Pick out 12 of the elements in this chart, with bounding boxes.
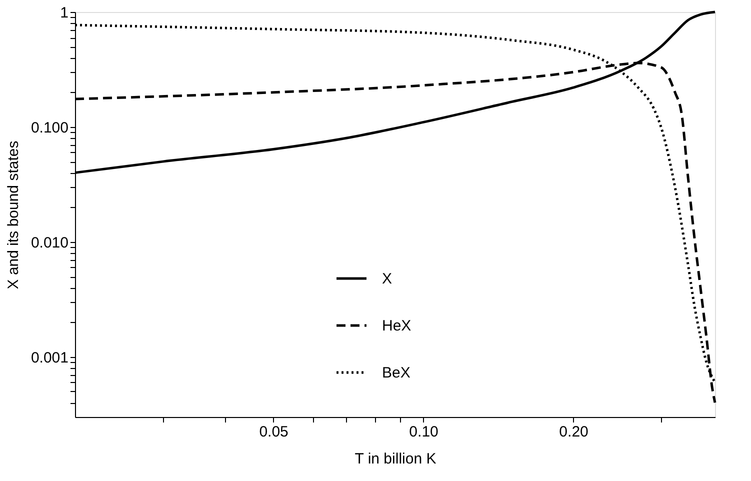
x-tick-label: 0.05 (259, 424, 288, 440)
y-axis-title: X and its bound states (4, 140, 22, 290)
y-tick-label: 0.001 (30, 349, 68, 366)
x-axis-title: T in billion K (354, 450, 436, 468)
legend-label: X (382, 270, 392, 288)
y-tick-label: 0.010 (30, 234, 68, 252)
y-tick-label: 0.100 (30, 119, 68, 136)
y-tick-label: 1 (60, 4, 68, 22)
x-tick-label: 0.20 (559, 424, 588, 440)
legend-label: BeX (382, 364, 410, 382)
x-tick-label: 0.10 (409, 424, 438, 440)
legend-label: HeX (382, 318, 412, 334)
